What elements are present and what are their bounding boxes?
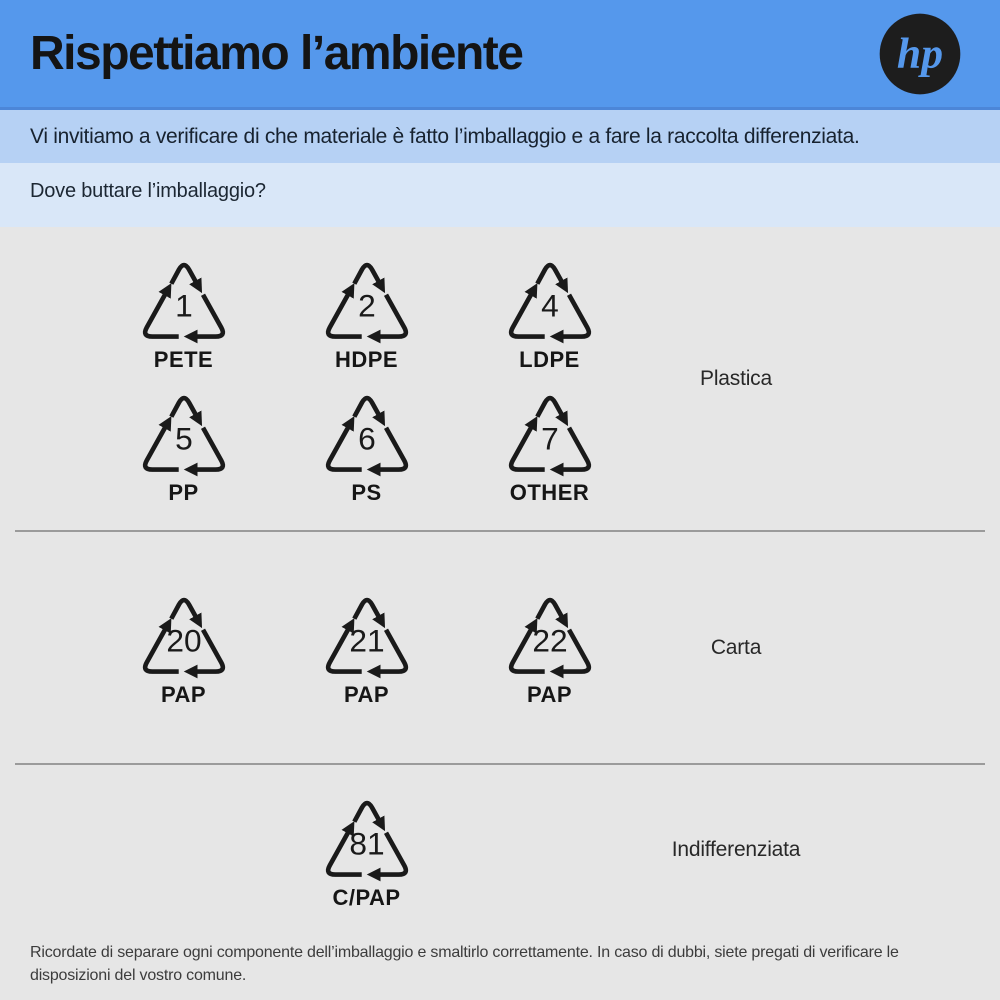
recycling-symbol-pap22: 22 PAP	[497, 587, 603, 708]
svg-text:7: 7	[541, 420, 559, 456]
svg-text:81: 81	[349, 825, 384, 861]
symbols-area: 1 PETE 2 HDPE 4 LDPE 5 PP 6 PS	[0, 227, 1000, 1000]
svg-text:20: 20	[166, 622, 201, 658]
recycling-triangle-icon: 4	[497, 252, 603, 345]
svg-text:6: 6	[358, 420, 376, 456]
hp-logo-letters: hp	[897, 29, 943, 77]
material-code-label: PS	[351, 479, 382, 505]
page-title: Rispettiamo l’ambiente	[30, 26, 524, 80]
indifferenziata-symbol-grid: 81 C/PAP	[92, 790, 641, 911]
recycling-triangle-icon: 21	[314, 587, 420, 680]
footer-note: Ricordate di separare ogni componente de…	[30, 944, 899, 985]
question-text: Dove buttare l’imballaggio?	[30, 179, 266, 202]
recycling-symbol-ldpe: 4 LDPE	[497, 252, 603, 373]
recycling-symbol-pap21: 21 PAP	[314, 587, 420, 708]
recycling-symbol-hdpe: 2 HDPE	[314, 252, 420, 373]
section-divider	[15, 530, 985, 532]
material-code-label: PAP	[160, 682, 207, 707]
section-divider	[15, 763, 985, 765]
svg-text:5: 5	[175, 420, 193, 456]
recycling-triangle-icon: 20	[131, 587, 237, 680]
material-code-label: PAP	[526, 682, 573, 707]
recycling-triangle-icon: 2	[314, 252, 420, 345]
material-code-label: OTHER	[509, 479, 590, 505]
recycling-triangle-icon: 1	[131, 252, 237, 345]
recycling-symbol-pete: 1 PETE	[131, 252, 237, 373]
material-code-label: C/PAP	[332, 884, 401, 910]
category-label-indifferenziata: Indifferenziata	[671, 838, 801, 861]
material-code-label: PP	[168, 479, 199, 505]
section-indifferenziata: 81 C/PAP Indifferenziata	[0, 765, 1000, 935]
recycling-triangle-icon: 5	[131, 385, 237, 478]
material-code-label: LDPE	[519, 346, 580, 372]
recycling-triangle-icon: 81	[314, 790, 420, 883]
question-bar: Dove buttare l’imballaggio?	[0, 163, 1000, 227]
svg-text:1: 1	[175, 287, 193, 323]
section-carta: 20 PAP 21 PAP 22 PAP Carta	[0, 532, 1000, 763]
recycling-triangle-icon: 22	[497, 587, 603, 680]
recycling-symbol-ps: 6 PS	[314, 385, 420, 506]
recycling-symbol-pp: 5 PP	[131, 385, 237, 506]
svg-text:22: 22	[532, 622, 567, 658]
category-label-plastica: Plastica	[700, 366, 772, 390]
footer: Ricordate di separare ogni componente de…	[0, 935, 1000, 1000]
material-code-label: HDPE	[334, 346, 399, 372]
svg-text:4: 4	[541, 287, 559, 323]
hp-logo-icon: hp	[879, 13, 961, 94]
intro-banner: Vi invitiamo a verificare di che materia…	[0, 110, 1000, 163]
recycling-triangle-icon: 7	[497, 385, 603, 478]
recycling-symbol-pap20: 20 PAP	[131, 587, 237, 708]
intro-banner-text: Vi invitiamo a verificare di che materia…	[30, 124, 860, 148]
carta-symbol-grid: 20 PAP 21 PAP 22 PAP	[92, 587, 641, 708]
material-code-label: PAP	[343, 682, 390, 707]
plastica-symbol-grid: 1 PETE 2 HDPE 4 LDPE 5 PP 6 PS	[92, 252, 641, 506]
category-label-carta: Carta	[710, 635, 762, 659]
recycling-triangle-icon: 6	[314, 385, 420, 478]
material-code-label: PETE	[153, 346, 214, 372]
header: Rispettiamo l’ambiente hp	[0, 0, 1000, 110]
recycling-symbol-other: 7 OTHER	[497, 385, 603, 506]
svg-text:21: 21	[349, 622, 384, 658]
section-plastica: 1 PETE 2 HDPE 4 LDPE 5 PP 6 PS	[0, 227, 1000, 530]
svg-text:2: 2	[358, 287, 376, 323]
recycling-symbol-cpap: 81 C/PAP	[314, 790, 420, 911]
